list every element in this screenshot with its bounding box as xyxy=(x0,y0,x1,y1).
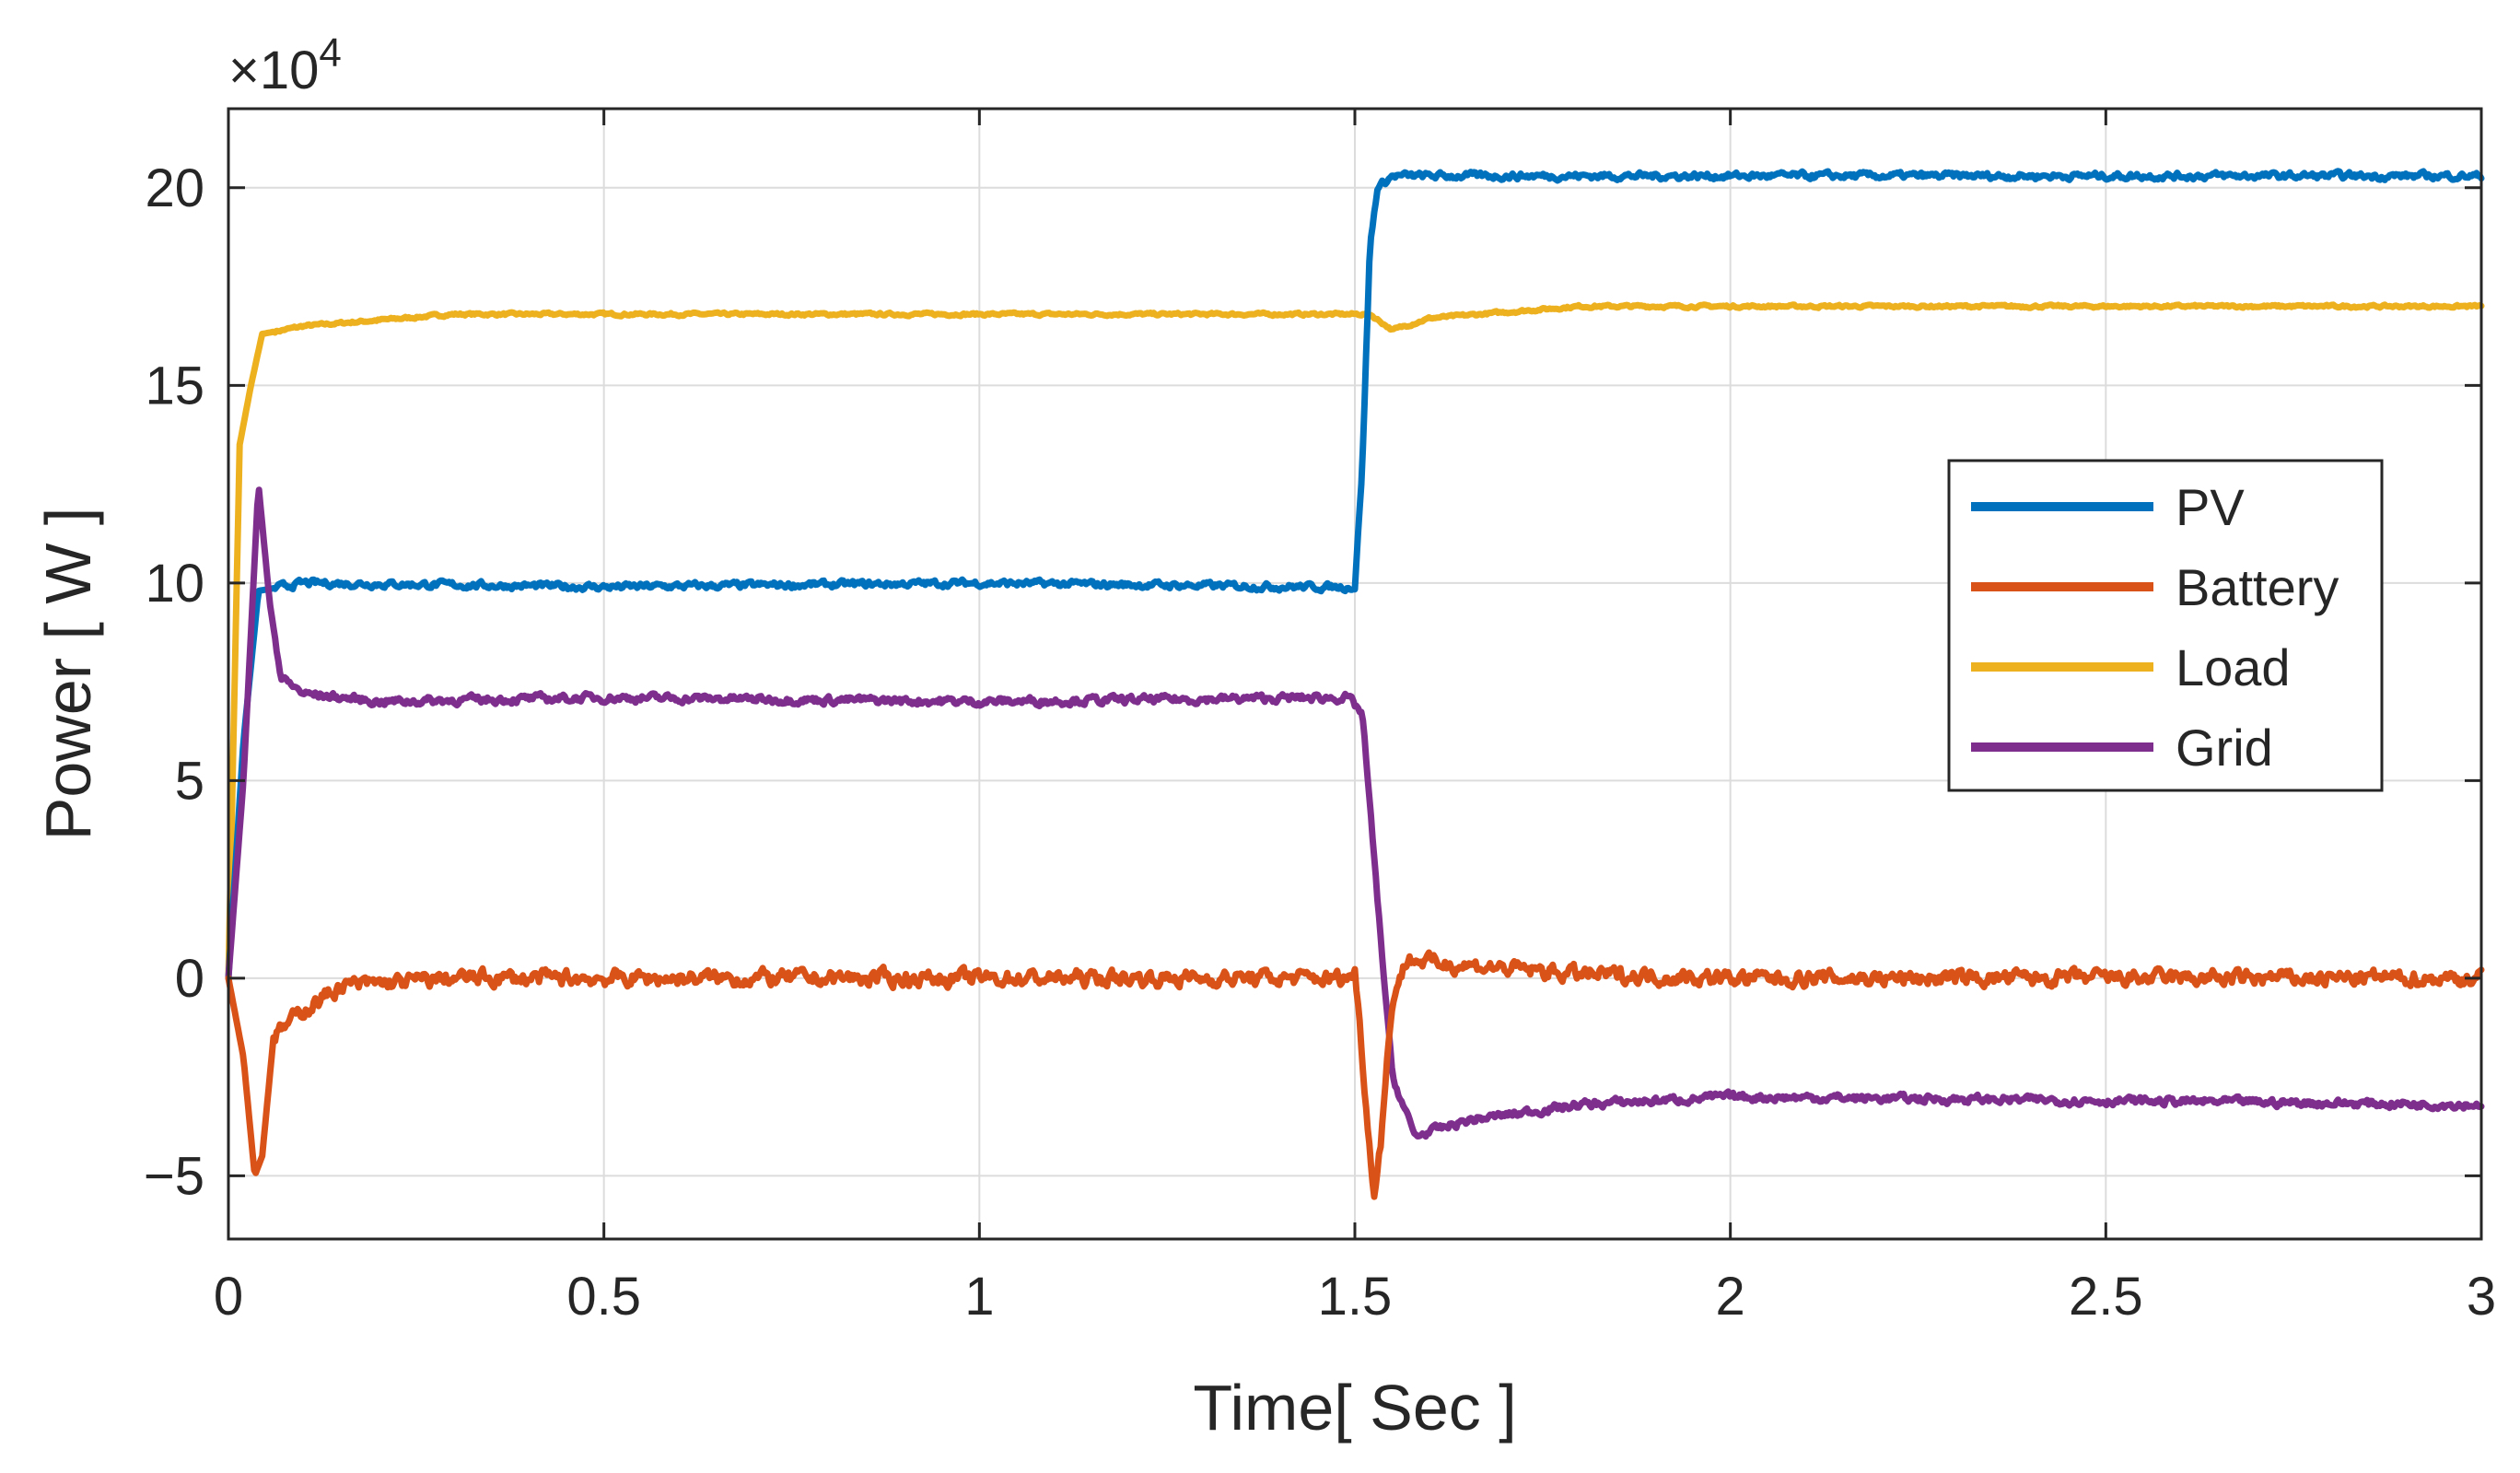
x-tick-label: 1.5 xyxy=(1318,1267,1393,1327)
x-tick-label: 3 xyxy=(2467,1267,2496,1327)
series-layer xyxy=(225,168,2485,1200)
ticks: 0 0.5 1 1.5 2 2.5 3 −5 0 5 10 15 20 xyxy=(144,109,2496,1327)
y-axis-label: Power [ W ] xyxy=(32,508,104,841)
x-tick-label: 2 xyxy=(1716,1267,1745,1327)
x-axis-label: Time[ Sec ] xyxy=(1193,1372,1516,1444)
y-tick-label: 5 xyxy=(175,751,204,811)
x-tick-label: 0.5 xyxy=(566,1267,641,1327)
y-tick-label: 10 xyxy=(145,554,204,614)
y-axis-multiplier: ×104 xyxy=(228,30,342,100)
series-line-battery xyxy=(225,949,2485,1200)
legend-box xyxy=(1947,459,2384,792)
legend: PV Battery Load Grid xyxy=(1947,459,2384,792)
multiplier-exponent: 4 xyxy=(319,30,341,76)
x-tick-label: 0 xyxy=(214,1267,243,1327)
legend-label-battery: Battery xyxy=(2176,558,2339,616)
series-line-load xyxy=(225,301,2485,982)
series-line-pv xyxy=(225,168,2485,982)
y-tick-label: 15 xyxy=(145,356,204,415)
y-tick-label: 0 xyxy=(175,949,204,1009)
x-tick-label: 1 xyxy=(964,1267,994,1327)
multiplier-base: ×10 xyxy=(228,41,319,100)
y-tick-label: 20 xyxy=(145,158,204,218)
legend-label-pv: PV xyxy=(2176,478,2245,536)
y-tick-label: −5 xyxy=(144,1146,204,1206)
series-line-grid xyxy=(225,486,2485,1140)
x-tick-label: 2.5 xyxy=(2069,1267,2143,1327)
legend-label-load: Load xyxy=(2176,638,2291,696)
legend-label-grid: Grid xyxy=(2176,719,2273,777)
